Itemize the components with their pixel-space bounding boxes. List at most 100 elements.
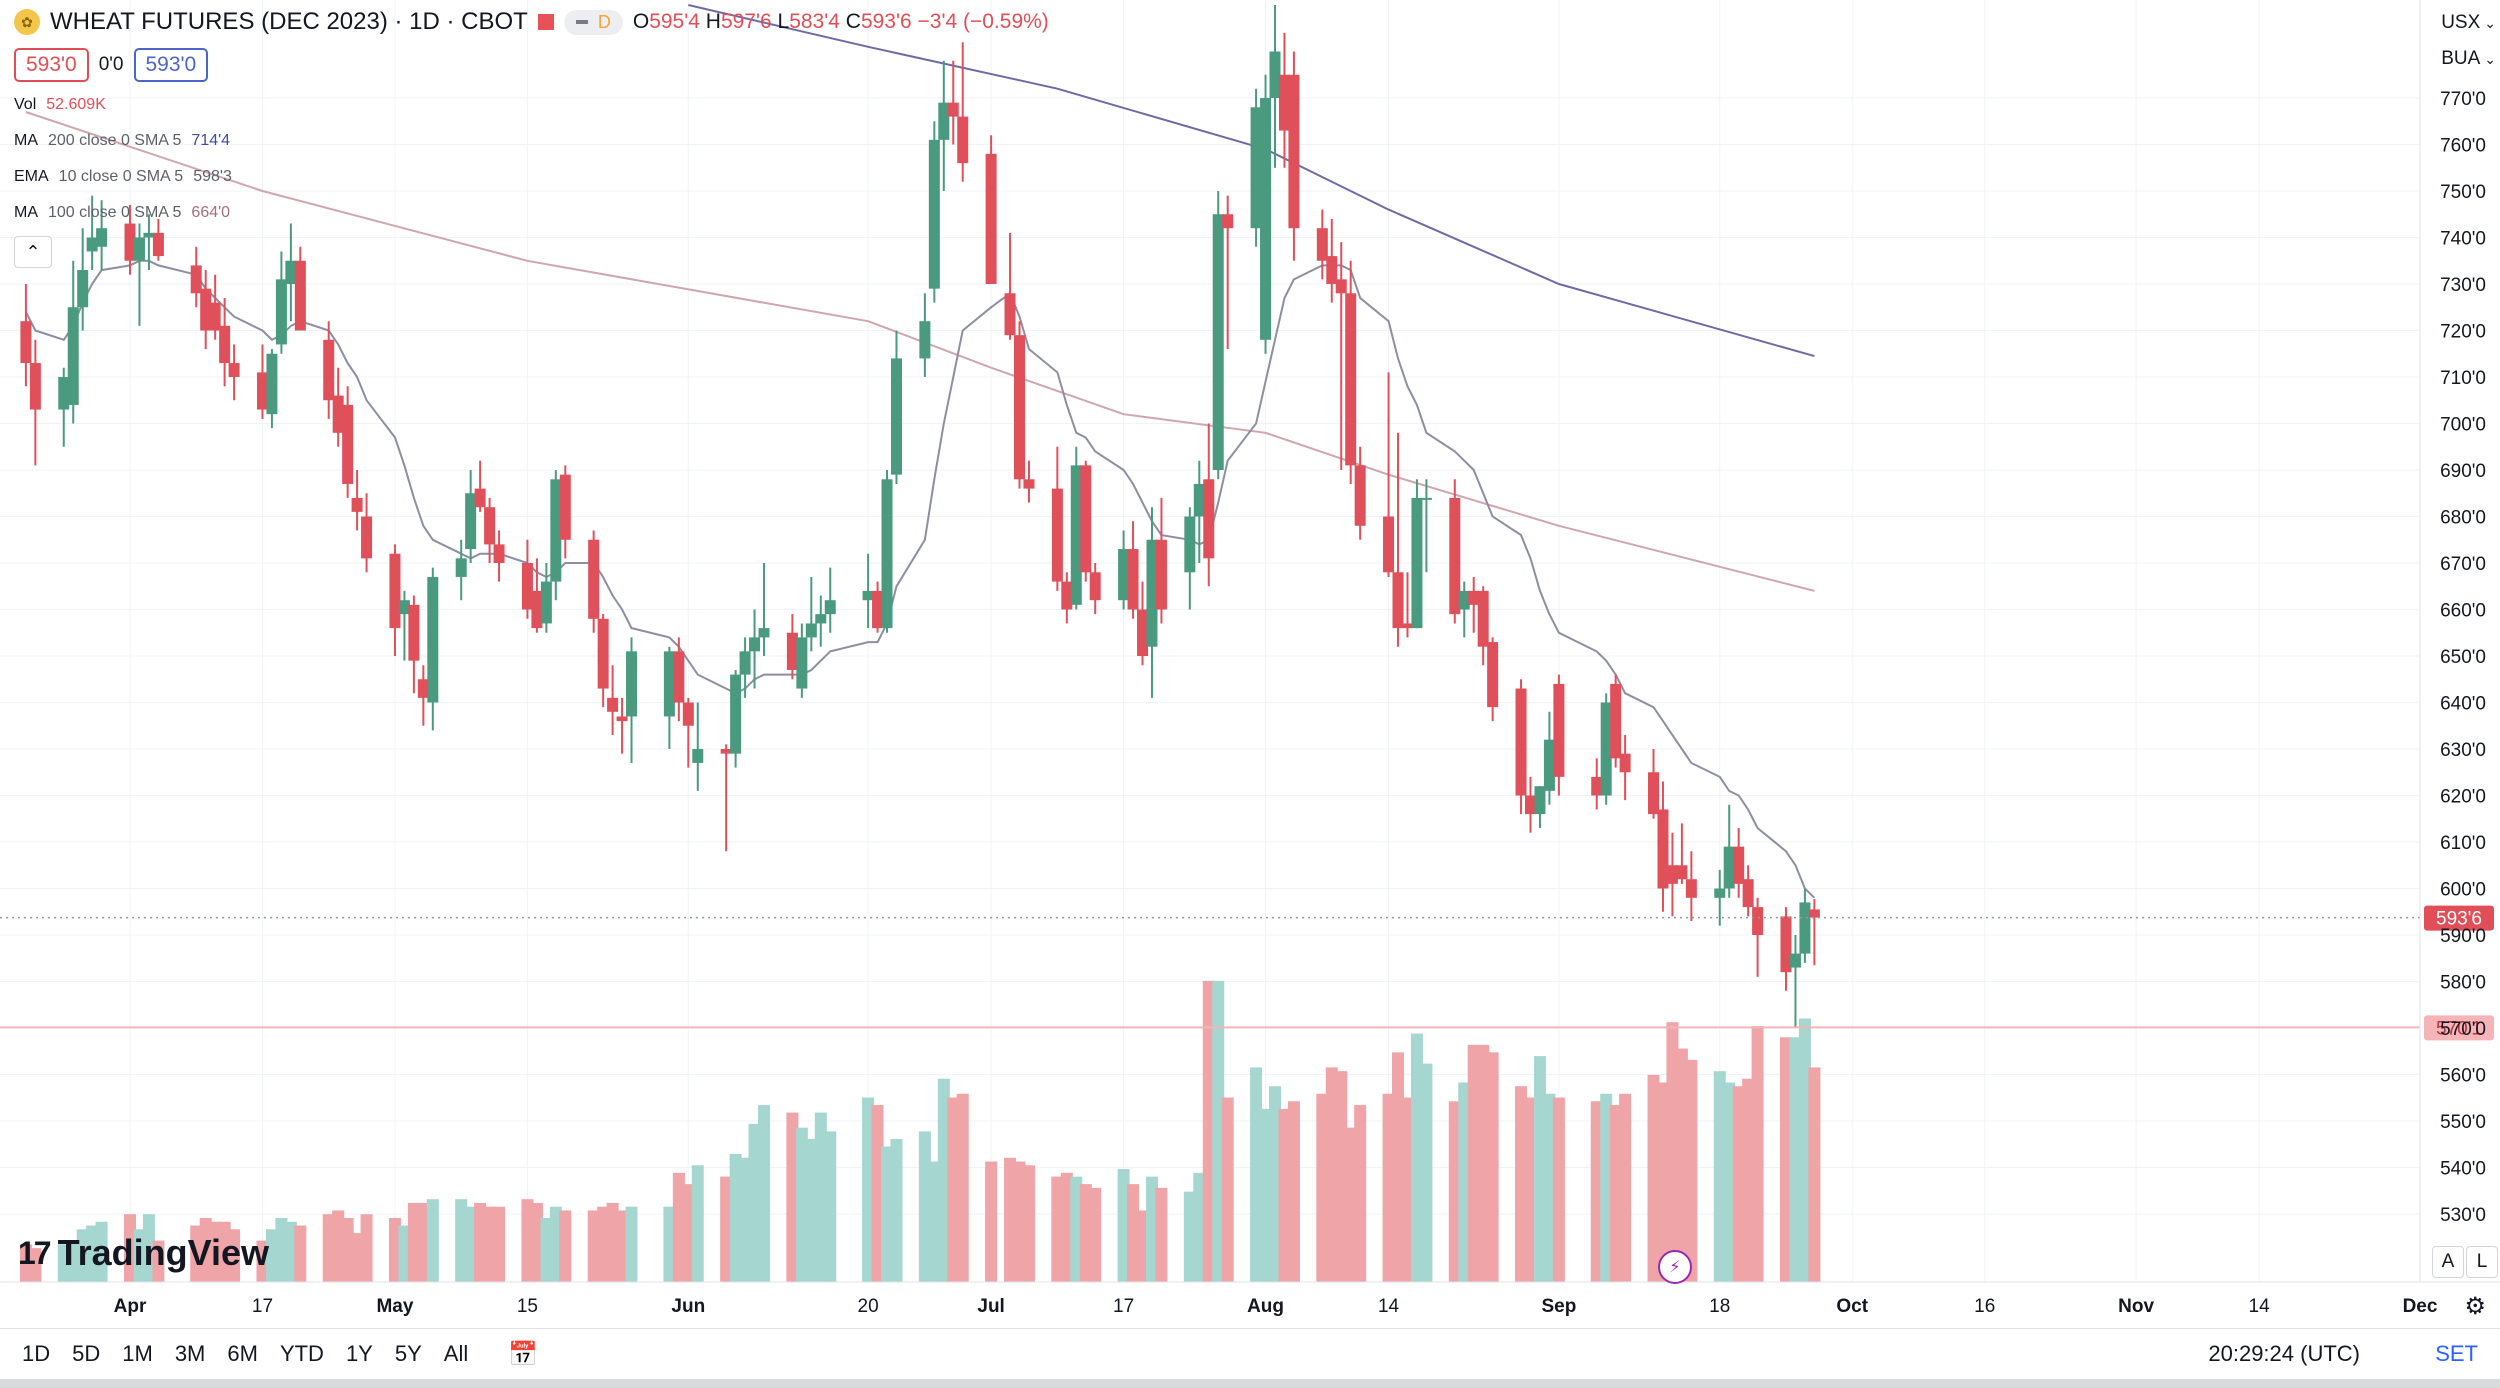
date-range-icon[interactable]: 📅 xyxy=(508,1340,539,1368)
candle[interactable] xyxy=(673,637,685,722)
timeframe-ytd[interactable]: YTD xyxy=(279,1341,324,1366)
candle[interactable] xyxy=(682,697,694,768)
candle[interactable] xyxy=(1600,693,1612,805)
candle[interactable] xyxy=(730,669,742,768)
candle[interactable] xyxy=(1155,497,1167,624)
buy-price-button[interactable]: 593'0 xyxy=(133,48,209,82)
candle[interactable] xyxy=(947,60,959,145)
candle[interactable] xyxy=(1666,832,1678,917)
candle[interactable] xyxy=(1543,711,1555,805)
candle[interactable] xyxy=(626,637,638,763)
candle[interactable] xyxy=(531,558,543,633)
candle[interactable] xyxy=(1411,479,1423,629)
candle[interactable] xyxy=(86,195,98,271)
candle[interactable] xyxy=(739,637,751,698)
timeframe-1y[interactable]: 1Y xyxy=(345,1341,373,1366)
candle[interactable] xyxy=(1685,851,1697,922)
market-status-pill[interactable]: D xyxy=(563,9,623,35)
candle[interactable] xyxy=(1392,432,1404,647)
candle[interactable] xyxy=(1401,572,1413,638)
candle[interactable] xyxy=(1250,88,1262,247)
candle[interactable] xyxy=(417,665,429,726)
candle[interactable] xyxy=(1184,507,1196,610)
candle[interactable] xyxy=(550,470,562,601)
timeframe-5y[interactable]: 5Y xyxy=(394,1341,422,1366)
candle[interactable] xyxy=(124,204,136,275)
candle[interactable] xyxy=(540,563,552,633)
candle[interactable] xyxy=(1458,581,1470,638)
candle[interactable] xyxy=(663,646,675,749)
candle[interactable] xyxy=(1723,804,1735,898)
candle[interactable] xyxy=(1780,907,1792,991)
clock[interactable]: 20:29:24 (UTC) xyxy=(2208,1341,2360,1366)
candle[interactable] xyxy=(152,218,164,261)
wheat-symbol-icon[interactable]: ✿ xyxy=(14,9,40,35)
candle[interactable] xyxy=(796,623,808,698)
candle[interactable] xyxy=(758,563,770,656)
candle[interactable] xyxy=(1127,521,1139,619)
candle[interactable] xyxy=(58,367,70,447)
candle[interactable] xyxy=(1070,446,1082,610)
candle[interactable] xyxy=(133,223,145,326)
candle[interactable] xyxy=(749,609,761,689)
candle[interactable] xyxy=(219,297,231,387)
candle[interactable] xyxy=(474,460,486,512)
candle[interactable] xyxy=(957,42,969,182)
timeframe-5d[interactable]: 5D xyxy=(72,1341,101,1366)
candle[interactable] xyxy=(1383,372,1395,577)
candle[interactable] xyxy=(938,60,950,191)
candle[interactable] xyxy=(862,553,874,629)
candle[interactable] xyxy=(1733,828,1745,898)
ma200-legend[interactable]: MA 200 close 0 SMA 5 714'4 xyxy=(14,132,231,149)
candle[interactable] xyxy=(1004,232,1016,340)
candle[interactable] xyxy=(1260,74,1272,354)
candle[interactable] xyxy=(1316,209,1328,280)
candle[interactable] xyxy=(1534,786,1546,829)
ema10-legend[interactable]: EMA 10 close 0 SMA 5 598'3 xyxy=(14,168,232,185)
sell-price-button[interactable]: 593'0 xyxy=(14,48,89,82)
candle[interactable] xyxy=(815,595,827,647)
candle[interactable] xyxy=(607,665,619,736)
candle[interactable] xyxy=(493,530,505,582)
candle[interactable] xyxy=(484,497,496,563)
candle[interactable] xyxy=(1137,581,1149,666)
candle[interactable] xyxy=(1742,865,1754,917)
candle[interactable] xyxy=(256,344,268,419)
candle[interactable] xyxy=(786,614,798,680)
candle[interactable] xyxy=(692,702,704,791)
candle[interactable] xyxy=(1089,563,1101,615)
candle[interactable] xyxy=(1061,572,1073,624)
candle[interactable] xyxy=(1799,888,1811,963)
candle[interactable] xyxy=(1524,776,1536,833)
auto-scale-button[interactable]: A xyxy=(2432,1246,2464,1278)
candle[interactable] xyxy=(332,367,344,447)
candle[interactable] xyxy=(209,274,221,340)
candle[interactable] xyxy=(1222,195,1234,350)
candle[interactable] xyxy=(1610,674,1622,768)
settings-gear-icon[interactable]: ⚙ xyxy=(2464,1293,2486,1320)
candle[interactable] xyxy=(1487,637,1499,722)
candle[interactable] xyxy=(1118,530,1130,610)
candle[interactable] xyxy=(455,539,467,601)
candle[interactable] xyxy=(1051,446,1063,591)
candle[interactable] xyxy=(96,200,108,271)
candle[interactable] xyxy=(228,344,240,401)
candle[interactable] xyxy=(1468,576,1480,633)
candle[interactable] xyxy=(616,697,628,754)
candle[interactable] xyxy=(985,135,997,284)
session-button[interactable]: SET xyxy=(2435,1341,2478,1366)
vol-legend[interactable]: Vol 52.609K xyxy=(14,96,106,113)
candle[interactable] xyxy=(1420,479,1432,573)
candle[interactable] xyxy=(351,470,363,531)
candle[interactable] xyxy=(20,284,32,387)
candle[interactable] xyxy=(1345,260,1357,484)
candle[interactable] xyxy=(1619,735,1631,801)
candle[interactable] xyxy=(1449,479,1461,624)
candle[interactable] xyxy=(588,530,600,633)
timeframe-1m[interactable]: 1M xyxy=(122,1341,153,1366)
collapse-legend-button[interactable]: ⌃ xyxy=(14,236,52,268)
symbol-title[interactable]: WHEAT FUTURES (DEC 2023) · 1D · CBOT xyxy=(50,8,528,35)
candle[interactable] xyxy=(266,349,278,429)
candle[interactable] xyxy=(1080,460,1092,582)
flag-icon[interactable] xyxy=(537,14,554,30)
